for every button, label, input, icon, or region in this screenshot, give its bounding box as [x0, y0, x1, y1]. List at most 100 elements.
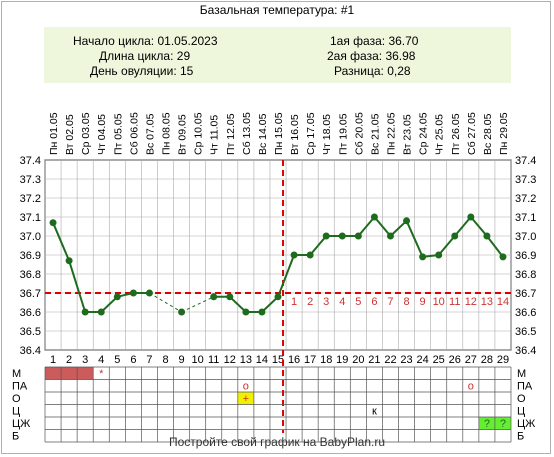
temperature-point: [435, 251, 443, 259]
cycle-start-row: Начало цикла: 01.05.2023: [73, 34, 218, 48]
temperature-point: [419, 253, 427, 261]
y-tick-label-left: 37.4: [20, 155, 41, 167]
temperature-gap-segment: [149, 292, 182, 313]
day-number: 18: [320, 354, 332, 366]
day-number: 17: [304, 354, 316, 366]
difference-row: Разница: 0,28: [334, 64, 411, 78]
date-label: Пн 22.05: [385, 112, 397, 155]
row-label-right: ЦЖ: [517, 418, 535, 430]
y-tick-label-right: 36.6: [515, 307, 536, 319]
cycle-info-panel: Начало цикла: 01.05.2023 Длина цикла: 29…: [44, 27, 511, 83]
phase2-day-number: 3: [323, 296, 329, 308]
phase2-day-number: 4: [339, 296, 345, 308]
date-label: Ср 17.05: [305, 112, 317, 155]
phase2-day-number: 6: [371, 296, 377, 308]
date-label: Сб 20.05: [353, 112, 365, 155]
day-number: 27: [465, 354, 477, 366]
temperature-line-segment: [357, 216, 376, 237]
temperature-line-segment: [389, 220, 408, 237]
y-tick-label-left: 36.6: [20, 307, 41, 319]
y-tick-label-right: 36.8: [515, 269, 536, 281]
row-label-left: ПА: [12, 381, 28, 393]
temperature-gap-segment: [181, 296, 214, 313]
temperature-line-segment: [405, 220, 424, 258]
difference-label: Разница:: [334, 64, 384, 78]
day-number: 22: [384, 354, 396, 366]
day-number: 1: [50, 354, 56, 366]
footer-link[interactable]: Постройте свой график на BabyPlan.ru: [168, 435, 386, 449]
temperature-line-segment: [437, 235, 456, 256]
temperature-line-segment: [68, 260, 87, 313]
temperature-point: [81, 308, 89, 316]
cycle-start-label: Начало цикла:: [73, 34, 155, 48]
phase1-label: 1ая фаза:: [330, 34, 386, 48]
temperature-point: [145, 289, 153, 297]
date-label: Сб 06.05: [128, 112, 140, 155]
cell-fill: [494, 417, 511, 430]
phase2-label: 2ая фаза:: [327, 49, 383, 63]
row-label-left: ЦЖ: [12, 418, 30, 430]
temperature-point: [403, 217, 411, 225]
temperature-point: [451, 232, 459, 240]
date-label: Ср 03.05: [80, 112, 92, 155]
cell-fill: [77, 367, 94, 380]
y-tick-label-right: 36.4: [515, 345, 536, 357]
temperature-line-segment: [486, 235, 504, 258]
temperature-line-segment: [261, 296, 279, 313]
temperature-line-segment: [229, 296, 247, 313]
cell-mark: +: [243, 393, 249, 405]
temperature-point: [370, 213, 378, 221]
y-tick-label-left: 37.3: [20, 174, 41, 186]
temperature-point: [499, 253, 507, 261]
cell-mark: *: [99, 368, 104, 380]
ovulation-day-label: День овуляции:: [90, 64, 177, 78]
temperature-point: [242, 308, 250, 316]
cell-mark: о: [243, 381, 249, 393]
date-label: Пт 26.05: [450, 113, 462, 155]
day-number: 29: [497, 354, 509, 366]
day-number: 21: [368, 354, 380, 366]
date-label: Сб 27.05: [466, 112, 478, 155]
y-tick-label-right: 36.5: [515, 326, 536, 338]
temperature-point: [113, 293, 121, 301]
day-number: 28: [481, 354, 493, 366]
row-label-left: М: [12, 368, 21, 380]
day-number: 14: [256, 354, 268, 366]
date-label: Ср 10.05: [193, 112, 205, 155]
day-number: 4: [98, 354, 104, 366]
temperature-point: [258, 308, 266, 316]
cycle-length-row: Длина цикла: 29: [99, 49, 190, 63]
date-label: Вт 16.05: [289, 114, 301, 155]
y-tick-label-left: 36.4: [20, 345, 41, 357]
cell-mark: ?: [484, 418, 490, 430]
date-label: Пт 19.05: [337, 113, 349, 155]
phase2-day-number: 2: [307, 296, 313, 308]
phase2-day-number: 5: [355, 296, 361, 308]
temperature-point: [338, 232, 346, 240]
date-label: Вт 23.05: [402, 114, 414, 155]
day-number: 3: [82, 354, 88, 366]
temperature-point: [226, 293, 234, 301]
y-tick-label-left: 36.7: [20, 288, 41, 300]
temperature-point: [354, 232, 362, 240]
cell-mark: ?: [500, 418, 506, 430]
day-number: 24: [416, 354, 428, 366]
day-number: 5: [114, 354, 120, 366]
day-number: 19: [336, 354, 348, 366]
temperature-line-segment: [309, 235, 327, 256]
chart-title: Базальная температура: #1: [199, 3, 355, 17]
row-label-right: Б: [517, 431, 524, 443]
y-tick-label-right: 37.2: [515, 193, 536, 205]
cell-fill: [478, 417, 495, 430]
phase2-day-number: 14: [497, 296, 509, 308]
temperature-line-segment: [100, 296, 118, 313]
phase2-row: 2ая фаза: 36.98: [327, 49, 415, 63]
y-tick-label-right: 36.9: [515, 250, 536, 262]
phase2-day-number: 13: [481, 296, 493, 308]
row-label-right: М: [517, 368, 526, 380]
temperature-point: [210, 293, 218, 301]
date-label: Чт 18.05: [321, 114, 333, 155]
date-label: Вс 28.05: [482, 113, 494, 155]
date-label: Пт 05.05: [112, 113, 124, 155]
